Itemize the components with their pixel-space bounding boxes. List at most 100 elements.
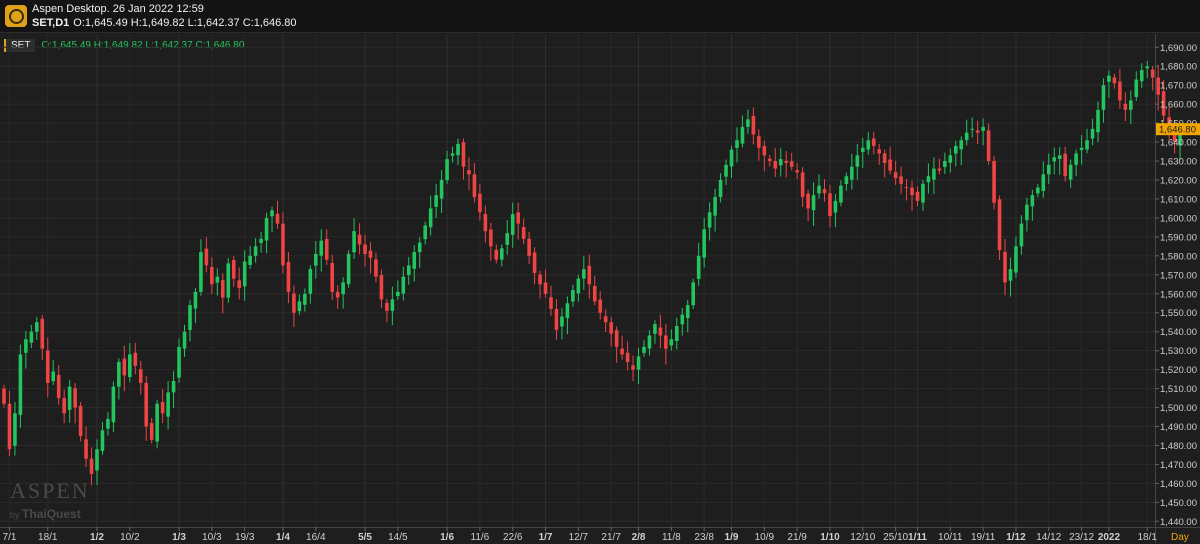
candle-body: [1041, 174, 1046, 192]
candle-body: [450, 153, 455, 156]
y-tick-label: 1,530.00: [1160, 346, 1197, 357]
candle-body: [29, 331, 34, 343]
candle-body: [106, 418, 110, 429]
candle-body: [1101, 85, 1106, 110]
candle-body: [653, 324, 657, 334]
candle-body: [696, 255, 701, 279]
candle-body: [62, 398, 66, 414]
candle-body: [188, 305, 192, 330]
candle-body: [549, 297, 553, 309]
x-tick-label: 11/6: [471, 532, 490, 543]
candle-body: [494, 249, 499, 260]
candle-body: [598, 299, 603, 313]
candle-body: [210, 267, 214, 285]
candle-body: [893, 172, 898, 179]
y-tick-label: 1,640.00: [1160, 138, 1197, 149]
candle-body: [1172, 128, 1177, 143]
x-tick-label: 12/7: [569, 532, 589, 543]
candle-body: [614, 330, 619, 347]
candle-body: [341, 282, 345, 295]
candle-body: [1046, 164, 1051, 175]
candle-body: [822, 189, 827, 194]
candle-body: [871, 138, 876, 146]
candle-body: [357, 234, 362, 245]
candle-body: [182, 331, 187, 349]
x-tick-label: 7/1: [3, 532, 17, 543]
candle-body: [937, 168, 942, 171]
time-axis: 7/1 18/1 1/2 10/2 1/3 10/3 19/3 1/4 16/4 5/5 14/5 1…: [3, 527, 1189, 543]
y-tick-label: 1,580.00: [1160, 251, 1197, 262]
candle-body: [746, 119, 750, 127]
candle-body: [664, 335, 668, 349]
candle-body: [368, 250, 373, 258]
candle-body: [1129, 100, 1133, 110]
candle-body: [204, 248, 209, 266]
candle-body: [811, 195, 816, 211]
candle-body: [78, 405, 83, 436]
candle-body: [89, 458, 94, 474]
watermark-company: ThaiQuest: [22, 507, 81, 521]
y-tick-label: 1,540.00: [1160, 327, 1197, 338]
candle-body: [691, 282, 696, 306]
candle-body: [166, 392, 170, 417]
candle-body: [199, 252, 203, 292]
price-axis: 1,690.001,680.001,670.001,660.001,650.00…: [1155, 43, 1200, 528]
candle-body: [625, 352, 630, 363]
x-tick-label: 23/12: [1069, 532, 1094, 543]
x-tick-label: 1/3: [172, 532, 186, 543]
y-tick-label: 1,450.00: [1160, 498, 1197, 509]
candle-body: [2, 388, 6, 404]
candle-body: [844, 176, 849, 184]
y-tick-label: 1,560.00: [1160, 289, 1197, 300]
chart-legend: SET O:1,645.49 H:1,649.82 L:1,642.37 C:1…: [4, 37, 244, 53]
y-tick-label: 1,630.00: [1160, 157, 1197, 168]
time-unit-label: Day: [1171, 532, 1189, 543]
candle-body: [221, 280, 225, 298]
candle-body: [560, 316, 564, 327]
candle-body: [768, 158, 772, 162]
candle-body: [379, 275, 384, 300]
x-tick-label: 10/3: [202, 532, 222, 543]
candle-body: [117, 362, 121, 387]
x-tick-label: 1/4: [276, 532, 290, 543]
candle-body: [669, 339, 674, 346]
candle-body: [275, 213, 280, 224]
candle-body: [478, 193, 482, 213]
candle-body: [839, 185, 843, 203]
candle-body: [1014, 246, 1018, 273]
candle-body: [13, 413, 17, 446]
candle-body: [292, 293, 296, 313]
candle-body: [335, 291, 340, 298]
candle-body: [128, 354, 132, 378]
candle-body: [707, 212, 712, 228]
y-tick-label: 1,610.00: [1160, 194, 1197, 205]
x-tick-label: 2022: [1098, 532, 1121, 543]
candle-body: [1003, 251, 1007, 283]
candle-body: [1150, 69, 1155, 78]
candle-body: [932, 168, 936, 180]
candle-body: [177, 346, 181, 378]
title-bar: Aspen Desktop. 26 Jan 2022 12:59 SET,D1 O…: [0, 0, 1200, 33]
candle-body: [1156, 77, 1160, 95]
candle-body: [910, 187, 914, 196]
candle-body: [253, 246, 258, 256]
candle-body: [757, 136, 761, 148]
candle-body: [138, 369, 143, 383]
candle-body: [73, 388, 77, 408]
candle-body: [521, 227, 526, 239]
candle-body: [680, 314, 685, 325]
candle-body: [773, 161, 778, 169]
candle-body: [1030, 195, 1035, 207]
x-tick-label: 21/9: [787, 532, 807, 543]
candle-body: [915, 191, 920, 201]
y-tick-label: 1,590.00: [1160, 232, 1197, 243]
candle-body: [149, 423, 154, 440]
candle-body: [406, 265, 411, 276]
y-tick-label: 1,440.00: [1160, 517, 1197, 528]
candle-body: [636, 356, 641, 370]
candle-body: [483, 213, 488, 232]
y-tick-label: 1,620.00: [1160, 176, 1197, 187]
symbol-tag[interactable]: SET: [4, 38, 36, 52]
candle-body: [346, 253, 351, 285]
